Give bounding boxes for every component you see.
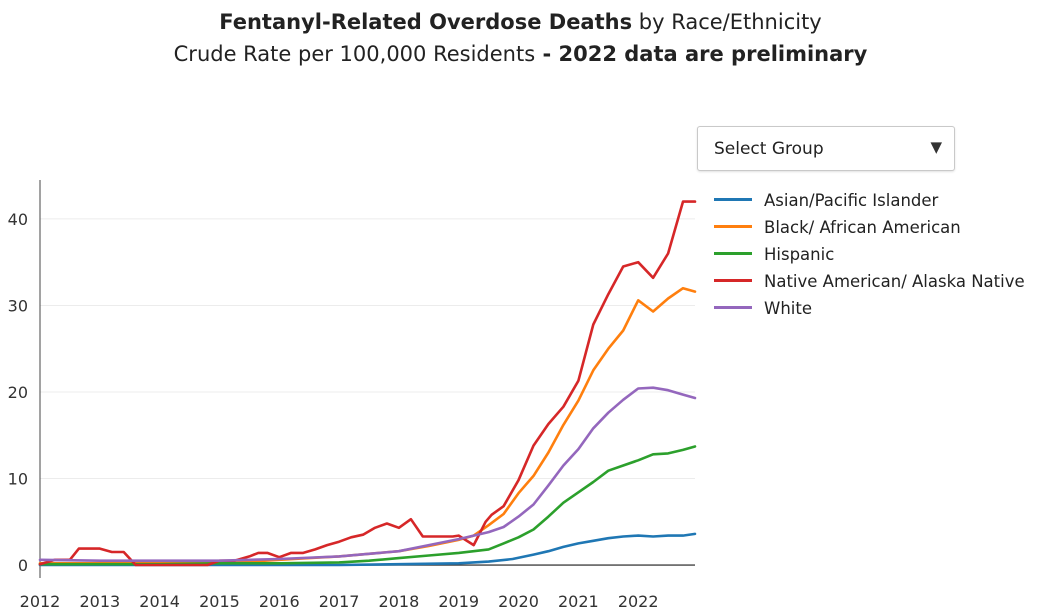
dropdown-arrow-icon: ▼	[930, 138, 942, 156]
y-tick-label: 40	[8, 210, 28, 229]
x-tick-label: 2013	[79, 592, 120, 611]
series-line-native-american-alaska-native	[38, 200, 697, 567]
chart-subtitle: Crude Rate per 100,000 Residents - 2022 …	[0, 38, 1041, 70]
legend-item-native-american-alaska-native[interactable]: Native American/ Alaska Native	[714, 269, 1039, 296]
x-tick-label: 2015	[199, 592, 240, 611]
x-tick-label: 2017	[319, 592, 360, 611]
legend-swatch-asian-pacific-islander	[714, 198, 752, 201]
legend-label-white: White	[764, 299, 812, 318]
x-tick-label: 2020	[498, 592, 539, 611]
chart-legend: Asian/Pacific Islander Black/ African Am…	[714, 188, 1039, 323]
series-line-asian-pacific-islander	[38, 532, 697, 567]
select-group-dropdown[interactable]: Select Group ▼	[697, 126, 955, 171]
legend-label-hispanic: Hispanic	[764, 245, 835, 264]
legend-item-hispanic[interactable]: Hispanic	[714, 242, 1039, 269]
legend-item-asian-pacific-islander[interactable]: Asian/Pacific Islander	[714, 188, 1039, 215]
legend-swatch-hispanic	[714, 252, 752, 255]
legend-label-asian-pacific-islander: Asian/Pacific Islander	[764, 191, 939, 210]
x-tick-label: 2016	[259, 592, 300, 611]
chart-title-bold: Fentanyl-Related Overdose Deaths	[219, 10, 633, 34]
series-line-white	[38, 386, 697, 563]
x-tick-label: 2022	[618, 592, 659, 611]
legend-swatch-black-african-american	[714, 225, 752, 228]
legend-item-black-african-american[interactable]: Black/ African American	[714, 215, 1039, 242]
y-tick-label: 20	[8, 383, 28, 402]
legend-label-native-american-alaska-native: Native American/ Alaska Native	[764, 272, 1025, 291]
x-tick-label: 2021	[558, 592, 599, 611]
x-tick-label: 2019	[438, 592, 479, 611]
legend-label-black-african-american: Black/ African American	[764, 218, 961, 237]
chart-title-block: Fentanyl-Related Overdose Deaths by Race…	[0, 6, 1041, 70]
legend-swatch-white	[714, 306, 752, 309]
y-tick-label: 0	[18, 556, 28, 575]
y-tick-label: 10	[8, 470, 28, 489]
x-tick-label: 2012	[20, 592, 61, 611]
chart-subtitle-bold: - 2022 data are preliminary	[535, 42, 868, 66]
series-line-hispanic	[38, 445, 697, 566]
chart-title-regular: by Race/Ethnicity	[632, 10, 822, 34]
chart-title: Fentanyl-Related Overdose Deaths by Race…	[0, 6, 1041, 38]
chart-subtitle-regular: Crude Rate per 100,000 Residents	[173, 42, 536, 66]
y-tick-label: 30	[8, 296, 28, 315]
legend-swatch-native-american-alaska-native	[714, 279, 752, 282]
legend-item-white[interactable]: White	[714, 296, 1039, 323]
x-tick-label: 2018	[379, 592, 420, 611]
x-tick-label: 2014	[139, 592, 180, 611]
select-group-label: Select Group	[714, 139, 824, 159]
